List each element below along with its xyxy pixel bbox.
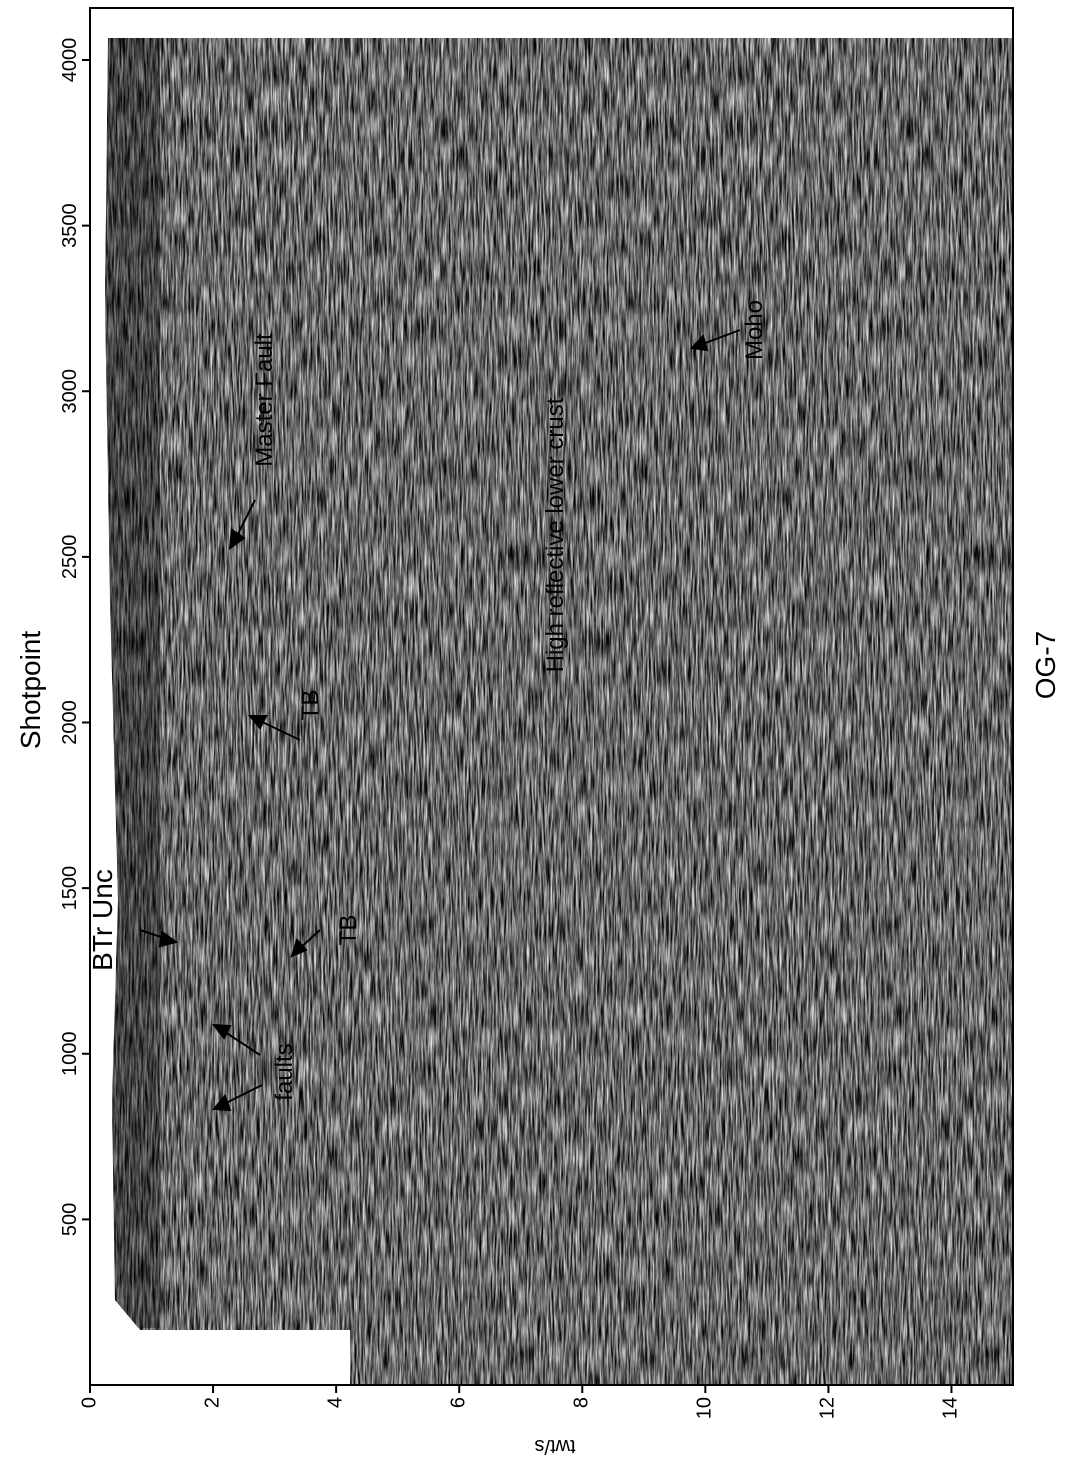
x-tick-label: 14 xyxy=(940,1397,962,1419)
annotation: TB xyxy=(297,690,324,721)
y-tick-label: 1000 xyxy=(59,1032,81,1077)
figure: 0 2 4 6 8 10 12 14 500 1000 1500 2000 2500 3000 3500 40… xyxy=(0,0,1074,1468)
y-tick-label: 500 xyxy=(59,1203,81,1236)
annotation: Moho xyxy=(741,300,768,360)
y-tick-label: 2000 xyxy=(59,700,81,745)
annotation: TB xyxy=(335,915,362,946)
annotation: High reflective lower crust xyxy=(542,397,569,672)
x-tick-label: 12 xyxy=(817,1397,839,1419)
x-tick-label: 0 xyxy=(78,1397,100,1408)
y-tick-label: 2500 xyxy=(59,535,81,580)
x-tick-label: 8 xyxy=(571,1397,593,1408)
y-tick-label: 3500 xyxy=(59,203,81,248)
caption: OG-7 xyxy=(1030,631,1061,699)
x-axis-title: twt/s xyxy=(534,1435,575,1457)
x-tick-label: 6 xyxy=(447,1397,469,1408)
y-tick-label: 3000 xyxy=(59,369,81,414)
x-tick-label: 4 xyxy=(324,1397,346,1408)
y-tick-label: 1500 xyxy=(59,866,81,911)
annotation: Master Fault xyxy=(251,333,278,467)
y-tick-label: 4000 xyxy=(59,38,81,82)
y-axis-title: Shotpoint xyxy=(15,631,46,750)
seismic-section xyxy=(90,8,1013,1385)
annotation: faults xyxy=(271,1043,298,1100)
x-tick-label: 2 xyxy=(201,1397,223,1408)
x-tick-label: 10 xyxy=(694,1397,716,1419)
annotation: BTr Unc xyxy=(87,869,118,971)
